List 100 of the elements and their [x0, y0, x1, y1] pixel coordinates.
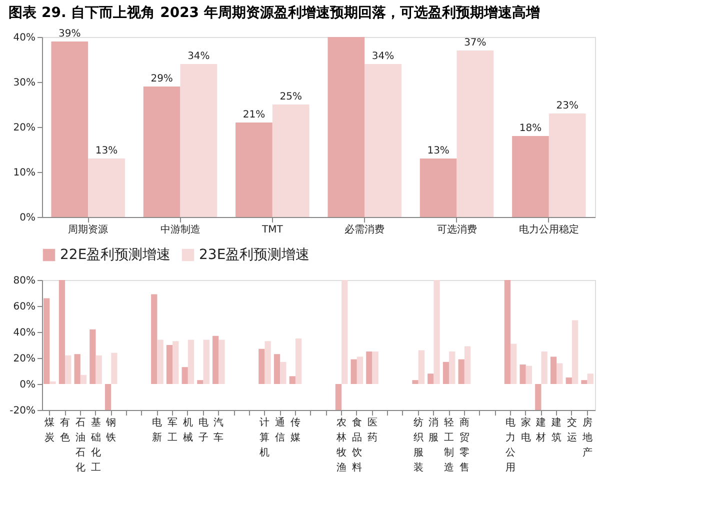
bar [464, 346, 471, 384]
bar [65, 355, 72, 384]
y-tick-label: 30% [13, 78, 36, 88]
x-tick-label: 周期资源 [68, 224, 108, 236]
bar [90, 329, 96, 384]
bar [428, 374, 434, 384]
data-label: 18% [519, 123, 542, 134]
bar [350, 359, 357, 384]
bar [572, 320, 578, 384]
bar [364, 64, 402, 217]
bar [548, 114, 586, 217]
x-tick-label: 医药 [367, 418, 378, 444]
data-label: 29% [150, 74, 173, 84]
y-tick-label: 40% [13, 328, 36, 338]
bar [356, 356, 364, 384]
x-tick-label: 轻工制造 [444, 416, 454, 474]
x-tick-label: 纺织服装 [413, 416, 424, 474]
bar [550, 356, 557, 384]
x-tick-label: 有色 [60, 416, 70, 444]
bar [96, 355, 102, 384]
bar [258, 348, 265, 384]
bar [581, 380, 588, 384]
x-tick-label: 石油石化 [75, 418, 86, 474]
x-tick-label: 电力公用稳定 [518, 224, 579, 236]
data-label: 34% [372, 51, 394, 62]
x-tick-label: 必需消费 [344, 224, 385, 236]
x-tick-label: 电子 [198, 416, 208, 444]
bar [458, 359, 464, 384]
x-tick-label: 食品饮料 [350, 416, 362, 474]
data-label: 13% [95, 146, 118, 156]
x-tick-label: 传媒 [290, 418, 300, 444]
bar [510, 344, 517, 384]
bar [442, 362, 450, 384]
bar [366, 352, 372, 384]
y-tick-label: 20% [13, 354, 36, 364]
x-tick-label: 通信 [275, 416, 286, 444]
x-tick-label: 钢铁 [105, 418, 116, 444]
bar [587, 374, 594, 384]
data-label: 13% [427, 146, 450, 156]
bar [74, 354, 80, 384]
x-tick-label: 军工 [168, 418, 178, 444]
x-tick-label: 消服 [428, 416, 439, 444]
bar [520, 364, 526, 384]
bar [541, 352, 548, 384]
bar [264, 341, 271, 384]
legend-label: 23E盈利预测增速 [199, 247, 310, 263]
bar [203, 340, 210, 384]
x-tick-label: 家电 [520, 416, 531, 444]
data-label: 23% [556, 100, 578, 112]
bar [51, 42, 88, 217]
bar [143, 86, 180, 217]
bar [182, 367, 188, 384]
x-tick-label: 可选消费 [436, 224, 477, 236]
bar [188, 340, 194, 384]
data-label: 21% [242, 110, 266, 120]
x-tick-label: 汽车 [214, 416, 224, 444]
bar [88, 158, 125, 217]
bar [280, 362, 286, 384]
y-tick-label: 10% [13, 168, 36, 178]
x-tick-label: 电力公用 [506, 416, 516, 474]
bar [166, 345, 173, 384]
bar [218, 340, 225, 384]
bar [335, 384, 342, 410]
y-tick-label: 40% [13, 32, 36, 44]
bar [412, 380, 418, 384]
bar [566, 378, 572, 384]
data-label: 39% [58, 28, 81, 40]
bar [434, 280, 440, 384]
x-tick-label: 交运 [566, 416, 577, 444]
bar [420, 158, 457, 217]
bar [526, 366, 532, 384]
bar [50, 381, 56, 384]
bar [197, 380, 204, 384]
bar [104, 384, 112, 410]
bar [151, 294, 158, 384]
y-tick-label: 0% [20, 380, 36, 390]
y-tick-label: 60% [13, 302, 36, 312]
bar [535, 384, 542, 410]
legend-label: 22E盈利预测增速 [60, 247, 171, 263]
bar [372, 352, 378, 384]
x-tick-label: 中游制造 [160, 224, 200, 236]
bar [180, 64, 218, 217]
x-tick-label: 煤炭 [44, 416, 55, 444]
y-tick-label: 0% [20, 212, 36, 224]
bar [272, 104, 310, 217]
y-tick-label: 80% [13, 276, 36, 286]
x-tick-label: 电新 [152, 416, 162, 444]
x-tick-label: 房地产 [581, 416, 592, 458]
bar [289, 376, 296, 384]
bar [504, 280, 511, 384]
chart-title: 图表 29. 自下而上视角 2023 年周期资源盈利增速预期回落，可选盈利预期增速高增 [8, 4, 540, 21]
y-tick-label: -20% [10, 406, 36, 416]
bar [44, 298, 50, 384]
x-tick-label: 农林牧渔 [336, 418, 347, 474]
bar [456, 50, 494, 217]
bar [236, 122, 272, 217]
data-label: 25% [280, 92, 302, 102]
bar [328, 37, 365, 217]
bar [80, 374, 87, 384]
bar [157, 340, 164, 384]
